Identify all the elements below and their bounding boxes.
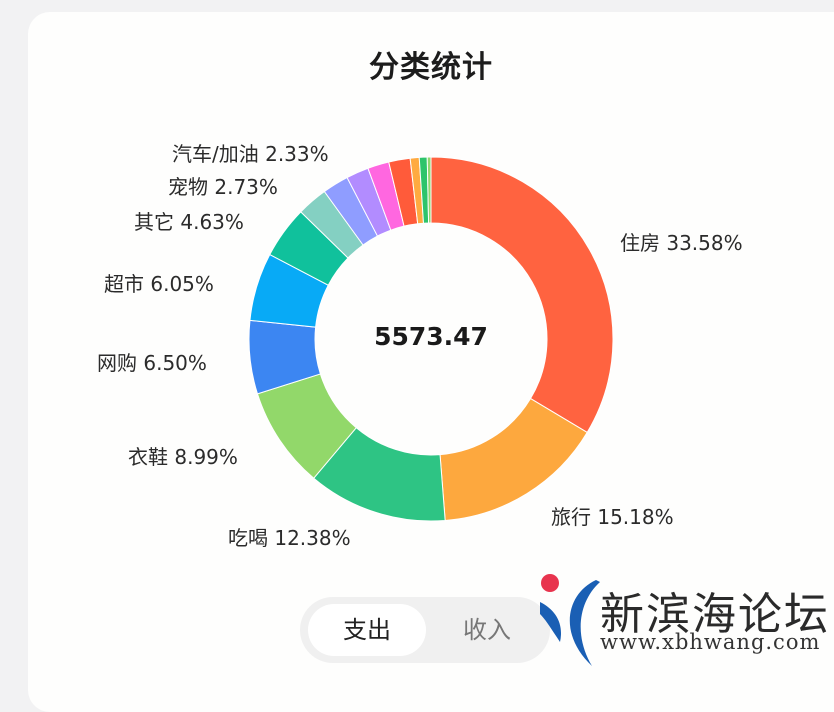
label-pet: 宠物 2.73% [168, 175, 278, 199]
donut-segment[interactable] [426, 156, 432, 224]
tab-expense[interactable]: 支出 [308, 604, 426, 656]
tab-income[interactable]: 收入 [463, 616, 511, 644]
donut-segment[interactable] [430, 156, 614, 434]
donut-chart [248, 156, 614, 522]
label-clothing: 衣鞋 8.99% [128, 445, 238, 469]
chart-title: 分类统计 [369, 50, 493, 85]
category-stats-card [28, 12, 834, 712]
watermark-name: 新滨海论坛 [600, 589, 830, 640]
label-other: 其它 4.63% [134, 210, 244, 234]
watermark: 新滨海论坛 www.xbhwang.com [536, 574, 834, 671]
watermark-url: www.xbhwang.com [600, 630, 821, 654]
total-amount: 5573.47 [374, 322, 488, 351]
label-travel: 旅行 15.18% [551, 505, 674, 529]
label-supermarket: 超市 6.05% [104, 272, 214, 296]
watermark-logo-icon [540, 574, 600, 666]
label-car: 汽车/加油 2.33% [172, 142, 329, 166]
label-food: 吃喝 12.38% [228, 526, 351, 550]
label-online: 网购 6.50% [97, 351, 207, 375]
label-housing: 住房 33.58% [620, 231, 743, 255]
expense-income-toggle: 支出 收入 [300, 597, 550, 663]
